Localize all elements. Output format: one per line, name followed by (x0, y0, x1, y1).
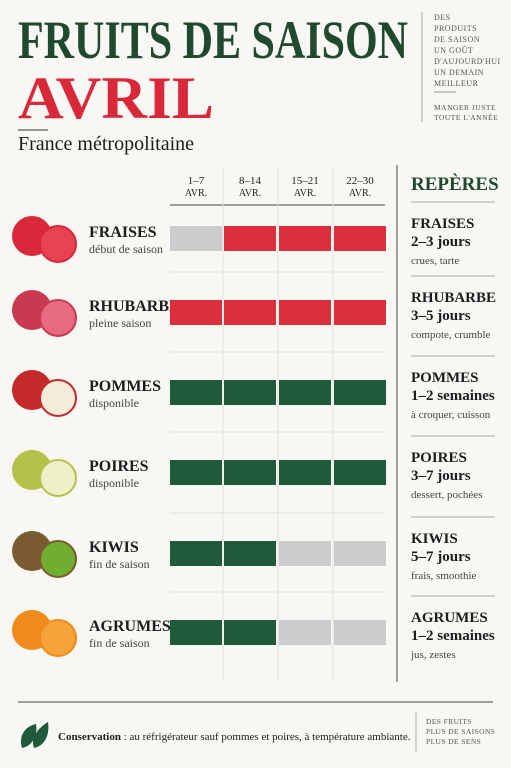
reperes-use: à croquer, cuisson (411, 409, 491, 421)
availability-cell (224, 380, 276, 405)
side-text: DE SAISON (434, 35, 480, 44)
reperes-name: FRAISES (411, 216, 474, 232)
availability-cell (224, 226, 276, 251)
column-days: 15–21 (291, 175, 319, 187)
side-text: TOUTE L'ANNÉE (434, 112, 498, 122)
availability-cell (279, 300, 331, 325)
fruit-note: disponible (89, 396, 139, 410)
fruit-note: pleine saison (89, 316, 151, 330)
column-month: AVR. (349, 188, 371, 199)
leaf-icon (32, 722, 49, 748)
reperes-duration: 1–2 semaines (411, 388, 495, 404)
column-month: AVR. (185, 188, 207, 199)
fruit-illustration (39, 379, 77, 417)
fruit-name: KIWIS (89, 539, 139, 556)
reperes-use: frais, smoothie (411, 570, 476, 582)
reperes-name: AGRUMES (411, 610, 488, 626)
column-days: 22–30 (346, 175, 374, 187)
availability-cell (279, 380, 331, 405)
reperes-use: crues, tarte (411, 255, 459, 267)
reperes-name: RHUBARBE (411, 290, 496, 306)
tagline: DES FRUITS (426, 717, 472, 726)
reperes-name: POIRES (411, 450, 467, 466)
fruit-name: FRAISES (89, 224, 157, 241)
availability-cell (224, 460, 276, 485)
reperes-duration: 5–7 jours (411, 549, 471, 565)
reperes-use: dessert, pochées (411, 489, 482, 501)
fruit-illustration (39, 299, 77, 337)
title: FRUITS DE SAISON (18, 10, 408, 70)
reperes-name: POMMES (411, 370, 479, 386)
availability-cell (224, 620, 276, 645)
side-text: MANGER JUSTE (434, 103, 496, 112)
month: AVRIL (18, 65, 214, 131)
side-text: DES (434, 13, 451, 22)
reperes-title: REPÈRES (411, 173, 499, 195)
fruit-note: fin de saison (89, 636, 150, 650)
footer-label: Conservation (58, 731, 121, 743)
availability-cell (334, 541, 386, 566)
fruit-note: début de saison (89, 242, 163, 256)
reperes-duration: 3–5 jours (411, 308, 471, 324)
availability-cell (334, 460, 386, 485)
availability-cell (224, 300, 276, 325)
availability-cell (279, 226, 331, 251)
column-days: 8–14 (239, 175, 262, 187)
availability-cell (279, 620, 331, 645)
side-text: UN GOÛT (434, 45, 473, 55)
availability-cell (170, 226, 222, 251)
side-text: MEILLEUR (434, 79, 479, 88)
region: France métropolitaine (18, 133, 194, 155)
fruit-name: RHUBARBE (89, 298, 180, 315)
reperes-use: compote, crumble (411, 329, 491, 341)
availability-cell (334, 380, 386, 405)
availability-cell (170, 620, 222, 645)
side-text: UN DEMAIN (434, 68, 484, 77)
availability-cell (334, 300, 386, 325)
side-text: PRODUITS (434, 24, 477, 33)
reperes-use: jus, zestes (410, 649, 456, 661)
reperes-duration: 3–7 jours (411, 468, 471, 484)
availability-cell (170, 380, 222, 405)
reperes-duration: 2–3 jours (411, 234, 471, 250)
tagline: PLUS DE SENS (426, 737, 481, 746)
availability-cell (170, 300, 222, 325)
reperes-duration: 1–2 semaines (411, 628, 495, 644)
fruit-illustration (39, 540, 77, 578)
availability-cell (334, 226, 386, 251)
footer-note: Conservation : au réfrigérateur sauf pom… (58, 731, 411, 743)
availability-cell (170, 541, 222, 566)
availability-cell (279, 541, 331, 566)
side-text: D'AUJOURD'HUI (434, 57, 501, 66)
leaf-icon (20, 724, 37, 748)
fruit-name: AGRUMES (89, 618, 171, 635)
fruit-illustration (39, 225, 77, 263)
fruit-name: POIRES (89, 458, 149, 475)
column-month: AVR. (294, 188, 316, 199)
availability-cell (170, 460, 222, 485)
column-month: AVR. (239, 188, 261, 199)
column-days: 1–7 (188, 175, 205, 187)
fruit-illustration (39, 459, 77, 497)
fruit-note: fin de saison (89, 557, 150, 571)
fruit-note: disponible (89, 476, 139, 490)
availability-cell (334, 620, 386, 645)
tagline: PLUS DE SAISONS (426, 727, 495, 736)
footer-text: : au réfrigérateur sauf pommes et poires… (121, 731, 411, 743)
fruit-name: POMMES (89, 378, 161, 395)
reperes-name: KIWIS (411, 531, 458, 547)
availability-cell (279, 460, 331, 485)
fruit-illustration (39, 619, 77, 657)
availability-cell (224, 541, 276, 566)
